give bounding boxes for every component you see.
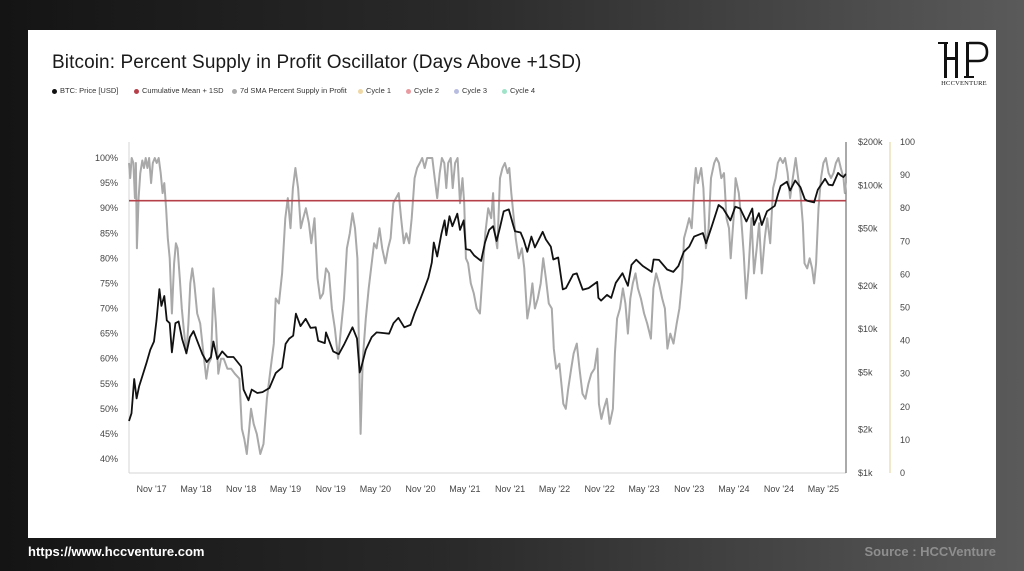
price-tick-label: $50k	[858, 224, 878, 234]
price-tick-label: $1k	[858, 468, 873, 478]
website-url[interactable]: https://www.hccventure.com	[28, 544, 205, 559]
left-tick-label: 65%	[100, 329, 118, 339]
cycle-tick-label: 20	[900, 402, 910, 412]
legend-dot-icon	[406, 88, 411, 94]
logo-mark-icon	[938, 41, 989, 78]
legend-dot-icon	[454, 88, 459, 94]
price-tick-label: $100k	[858, 180, 883, 190]
cycle-tick-label: 30	[900, 369, 910, 379]
left-tick-label: 80%	[100, 253, 118, 263]
x-tick-label: May '25	[808, 484, 839, 494]
hccventure-logo: HCCVENTURE	[934, 38, 994, 92]
legend-label: Cycle 3	[462, 86, 488, 95]
x-tick-label: May '21	[449, 484, 480, 494]
left-tick-label: 85%	[100, 228, 118, 238]
legend-label: Cumulative Mean + 1SD	[142, 86, 224, 95]
legend-dot-icon	[358, 88, 363, 94]
cycle-tick-label: 50	[900, 303, 910, 313]
legend-label: Cycle 4	[510, 86, 536, 95]
chart-canvas: 100% 95% 90% 85% 80% 75% 70% 65% 60% 55% 50% 45% 40%…	[95, 137, 915, 494]
chart-card: Bitcoin: Percent Supply in Profit Oscill…	[28, 30, 996, 538]
left-tick-label: 55%	[100, 379, 118, 389]
left-tick-label: 90%	[100, 203, 118, 213]
price-tick-label: $5k	[858, 367, 873, 377]
legend-item: Cycle 2	[406, 86, 439, 95]
left-tick-label: 60%	[100, 354, 118, 364]
x-tick-label: Nov '23	[674, 484, 704, 494]
x-tick-label: Nov '22	[585, 484, 615, 494]
legend-dot-icon	[52, 88, 57, 94]
legend-label: Cycle 2	[414, 86, 440, 95]
x-tick-label: May '22	[539, 484, 570, 494]
x-tick-label: Nov '17	[136, 484, 166, 494]
cycle-tick-label: 60	[900, 269, 910, 279]
cycle-tick-label: 70	[900, 236, 910, 246]
price-tick-label: $20k	[858, 281, 878, 291]
series-supply-in-profit-line	[128, 157, 847, 455]
left-tick-label: 40%	[100, 454, 118, 464]
series-btc-price-line	[128, 172, 847, 422]
cycle-tick-label: 0	[900, 468, 905, 478]
x-tick-label: Nov '21	[495, 484, 525, 494]
price-tick-label: $200k	[858, 137, 883, 147]
left-tick-label: 50%	[100, 404, 118, 414]
legend-dot-icon	[502, 88, 507, 94]
x-tick-label: Nov '18	[226, 484, 256, 494]
x-tick-label: Nov '20	[405, 484, 435, 494]
legend-item: Cumulative Mean + 1SD	[134, 86, 224, 95]
left-tick-label: 75%	[100, 278, 118, 288]
legend-dot-icon	[232, 88, 237, 94]
cycle-tick-label: 40	[900, 336, 910, 346]
legend-item: Cycle 4	[502, 86, 535, 95]
legend-item: BTC: Price [USD]	[52, 86, 118, 95]
x-tick-label: Nov '19	[316, 484, 346, 494]
legend-item: Cycle 3	[454, 86, 487, 95]
cycle-tick-label: 90	[900, 170, 910, 180]
left-tick-label: 100%	[95, 153, 118, 163]
legend-label: Cycle 1	[366, 86, 392, 95]
price-tick-label: $2k	[858, 425, 873, 435]
price-tick-label: $10k	[858, 324, 878, 334]
legend-label: BTC: Price [USD]	[60, 86, 119, 95]
cycle-tick-label: 100	[900, 137, 915, 147]
source-credit: Source : HCCVenture	[864, 544, 996, 559]
chart-title: Bitcoin: Percent Supply in Profit Oscill…	[52, 52, 582, 73]
x-tick-label: May '23	[628, 484, 659, 494]
logo-text: HCCVENTURE	[941, 80, 987, 87]
left-tick-label: 95%	[100, 178, 118, 188]
left-tick-label: 45%	[100, 429, 118, 439]
x-tick-label: May '18	[180, 484, 211, 494]
legend-item: Cycle 1	[358, 86, 391, 95]
cycle-tick-label: 80	[900, 203, 910, 213]
left-tick-label: 70%	[100, 304, 118, 314]
legend-item: 7d SMA Percent Supply in Profit	[232, 86, 347, 95]
x-tick-label: May '20	[360, 484, 391, 494]
legend-dot-icon	[134, 88, 139, 94]
x-tick-label: May '24	[718, 484, 749, 494]
x-tick-label: May '19	[270, 484, 301, 494]
cycle-tick-label: 10	[900, 435, 910, 445]
x-tick-label: Nov '24	[764, 484, 794, 494]
legend-label: 7d SMA Percent Supply in Profit	[240, 86, 347, 95]
